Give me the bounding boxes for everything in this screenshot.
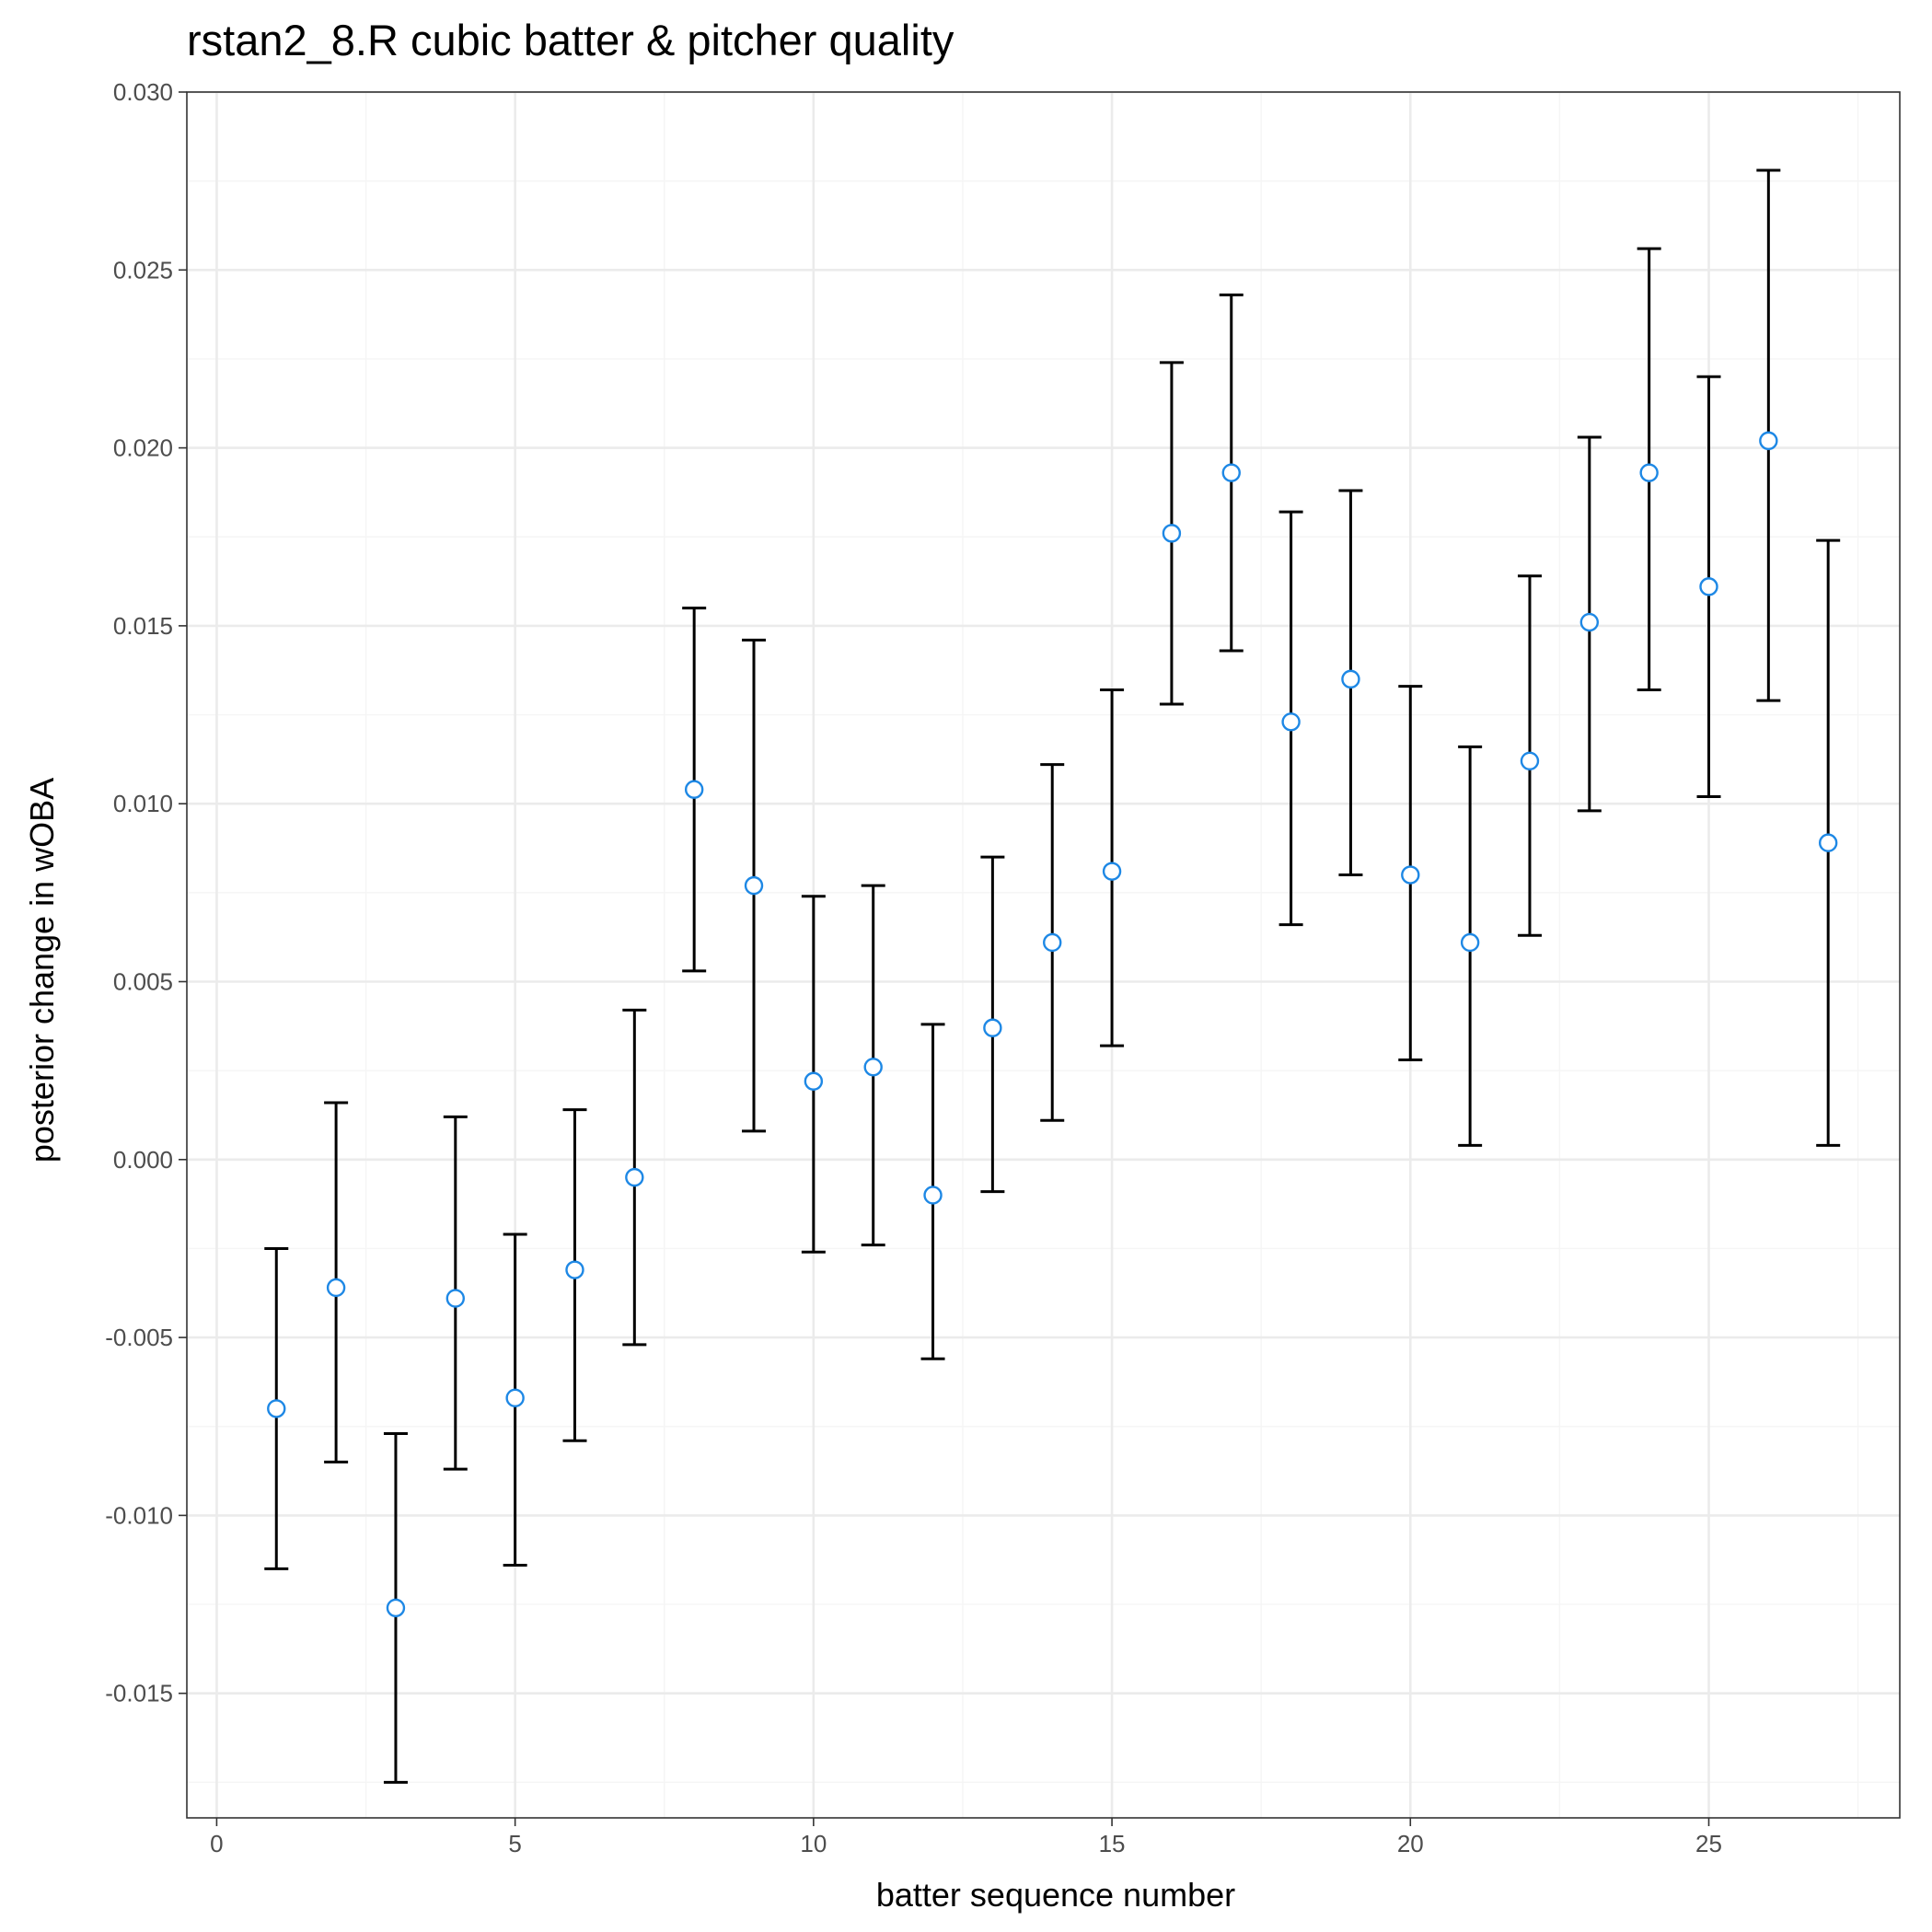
data-point <box>863 1058 883 1077</box>
data-point <box>744 875 764 896</box>
y-axis: -0.015 -0.010 -0.005 0.000 0.005 0.010 0.015 0.… <box>105 78 187 1707</box>
data-point <box>1162 524 1182 543</box>
data-point <box>625 1167 644 1187</box>
data-point <box>1341 669 1360 689</box>
data-point <box>1460 932 1480 953</box>
minor-gridlines <box>187 92 1900 1818</box>
x-tick-label: 15 <box>1099 1830 1126 1857</box>
x-tick-label: 25 <box>1695 1830 1722 1857</box>
data-point <box>1699 577 1718 596</box>
data-point <box>1520 751 1540 771</box>
y-tick-label: 0.005 <box>113 967 173 995</box>
data-point <box>1818 833 1838 852</box>
data-points <box>267 431 1838 1618</box>
x-tick-label: 20 <box>1397 1830 1424 1857</box>
x-axis: 0 5 10 15 20 25 <box>210 1818 1722 1857</box>
major-gridlines <box>187 90 1900 1818</box>
y-tick-label: -0.015 <box>105 1680 173 1707</box>
plot-panel <box>187 92 1900 1818</box>
data-point <box>804 1071 824 1091</box>
data-point <box>1401 865 1420 885</box>
plot-border <box>186 91 1901 1819</box>
data-point <box>505 1388 525 1408</box>
x-tick-label: 0 <box>210 1830 223 1857</box>
x-tick-label: 10 <box>800 1830 827 1857</box>
y-tick-label: 0.020 <box>113 434 173 462</box>
data-point <box>1102 862 1122 881</box>
y-tick-label: 0.000 <box>113 1146 173 1174</box>
data-point <box>445 1289 465 1308</box>
chart-title: rstan2_8.R cubic batter & pitcher qualit… <box>187 16 954 64</box>
y-tick-label: 0.025 <box>113 256 173 283</box>
data-point <box>1281 712 1301 732</box>
data-point <box>1579 612 1600 632</box>
y-tick-label: 0.015 <box>113 612 173 640</box>
data-point <box>1639 463 1659 482</box>
y-tick-label: 0.030 <box>113 78 173 106</box>
data-point <box>923 1186 943 1205</box>
data-point <box>565 1260 584 1279</box>
x-tick-label: 5 <box>508 1830 521 1857</box>
x-axis-title: batter sequence number <box>876 1876 1235 1914</box>
data-point <box>1221 463 1241 482</box>
data-point <box>326 1278 346 1298</box>
y-tick-label: -0.005 <box>105 1324 173 1351</box>
data-point <box>983 1018 1002 1037</box>
y-tick-label: -0.010 <box>105 1501 173 1529</box>
data-point <box>684 780 704 799</box>
data-point <box>1043 932 1062 953</box>
data-point <box>386 1598 406 1618</box>
data-point <box>267 1399 286 1418</box>
y-tick-label: 0.010 <box>113 790 173 817</box>
y-axis-title: posterior change in wOBA <box>23 778 61 1163</box>
data-point <box>1759 431 1778 451</box>
